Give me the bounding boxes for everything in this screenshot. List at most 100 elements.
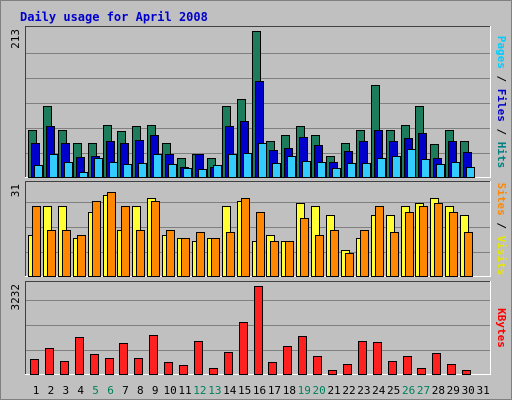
- bar-sites-day-19: [300, 218, 309, 277]
- bar-sites-day-23: [360, 230, 369, 277]
- bar-sites-day-24: [375, 206, 384, 277]
- bar-kbytes-day-3: [60, 361, 69, 375]
- day-label-7: 7: [122, 384, 129, 397]
- panel-hits-legend: Pages / Files / Hits: [495, 36, 508, 169]
- bar-pages-day-11: [183, 168, 192, 178]
- bar-kbytes-day-29: [447, 364, 456, 375]
- day-label-21: 21: [327, 384, 340, 397]
- day-label-15: 15: [238, 384, 251, 397]
- panel-visits: [25, 181, 491, 277]
- bar-pages-day-27: [421, 159, 430, 178]
- bar-kbytes-day-22: [343, 364, 352, 375]
- panel-visits-legend: Sites / Visits: [495, 183, 508, 276]
- panel-hits-max-label: 213: [9, 29, 22, 49]
- bar-pages-day-10: [168, 164, 177, 178]
- bar-kbytes-day-7: [119, 343, 128, 375]
- bar-sites-day-1: [32, 206, 41, 277]
- day-label-26: 26: [402, 384, 415, 397]
- bar-pages-day-19: [302, 161, 311, 178]
- bar-pages-day-6: [109, 162, 118, 178]
- bar-kbytes-day-13: [209, 368, 218, 375]
- bar-kbytes-day-28: [432, 353, 441, 375]
- bar-kbytes-day-1: [30, 359, 39, 375]
- bar-pages-day-12: [198, 169, 207, 178]
- bar-sites-day-3: [62, 230, 71, 277]
- bar-kbytes-day-20: [313, 356, 322, 375]
- legend-part: Hits: [495, 142, 508, 169]
- day-label-4: 4: [77, 384, 84, 397]
- bar-kbytes-day-25: [388, 361, 397, 375]
- bar-kbytes-day-23: [358, 341, 367, 375]
- bar-kbytes-day-9: [149, 335, 158, 375]
- bar-sites-day-26: [405, 212, 414, 277]
- day-label-20: 20: [313, 384, 326, 397]
- bar-pages-day-18: [287, 156, 296, 178]
- day-label-22: 22: [342, 384, 355, 397]
- bar-pages-day-16: [258, 143, 267, 178]
- bar-kbytes-day-26: [403, 356, 412, 375]
- day-label-1: 1: [33, 384, 40, 397]
- panel-kbytes-legend: KBytes: [495, 308, 508, 348]
- day-label-5: 5: [92, 384, 99, 397]
- bar-pages-day-13: [213, 165, 222, 178]
- bar-sites-day-11: [181, 238, 190, 277]
- bar-kbytes-day-27: [417, 368, 426, 375]
- bar-pages-day-1: [34, 165, 43, 178]
- bar-kbytes-day-11: [179, 365, 188, 375]
- bar-sites-day-2: [47, 230, 56, 277]
- day-label-10: 10: [164, 384, 177, 397]
- legend-part: Pages: [495, 36, 508, 69]
- bar-kbytes-day-17: [268, 362, 277, 375]
- bar-pages-day-26: [407, 149, 416, 178]
- bar-kbytes-day-6: [105, 358, 114, 375]
- day-label-16: 16: [253, 384, 266, 397]
- bar-kbytes-day-12: [194, 341, 203, 375]
- bar-sites-day-27: [419, 206, 428, 277]
- panel-hits: [25, 26, 491, 178]
- bar-pages-day-28: [436, 164, 445, 178]
- bar-sites-day-18: [285, 241, 294, 277]
- day-label-31: 31: [476, 384, 489, 397]
- day-label-27: 27: [417, 384, 430, 397]
- bar-sites-day-20: [315, 235, 324, 277]
- bar-pages-day-8: [138, 163, 147, 178]
- bar-kbytes-day-2: [45, 348, 54, 375]
- legend-part: Files: [495, 89, 508, 122]
- bar-sites-day-30: [464, 232, 473, 277]
- bar-sites-day-16: [256, 212, 265, 277]
- legend-part: /: [495, 216, 508, 236]
- day-label-2: 2: [48, 384, 55, 397]
- panel-visits-max-label: 31: [9, 184, 22, 197]
- day-label-23: 23: [357, 384, 370, 397]
- bar-sites-day-7: [121, 206, 130, 277]
- bar-kbytes-day-5: [90, 354, 99, 375]
- bar-sites-day-29: [449, 212, 458, 277]
- bar-sites-day-10: [166, 230, 175, 277]
- day-label-30: 30: [462, 384, 475, 397]
- bar-sites-day-21: [330, 230, 339, 277]
- bar-pages-day-9: [153, 154, 162, 178]
- bar-sites-day-4: [77, 235, 86, 277]
- bar-pages-day-22: [347, 163, 356, 178]
- bar-kbytes-day-10: [164, 362, 173, 375]
- bar-pages-day-4: [79, 172, 88, 178]
- day-label-14: 14: [223, 384, 237, 397]
- day-label-9: 9: [152, 384, 159, 397]
- day-label-3: 3: [62, 384, 69, 397]
- legend-part: /: [495, 122, 508, 142]
- panel-kbytes: [25, 281, 491, 375]
- bar-pages-day-15: [243, 153, 252, 178]
- day-label-13: 13: [208, 384, 221, 397]
- day-label-29: 29: [447, 384, 460, 397]
- day-label-28: 28: [432, 384, 445, 397]
- bar-sites-day-14: [226, 232, 235, 277]
- day-label-12: 12: [193, 384, 206, 397]
- bar-kbytes-day-18: [283, 346, 292, 375]
- bar-pages-day-5: [94, 158, 103, 178]
- bar-kbytes-day-14: [224, 352, 233, 375]
- bar-pages-day-25: [392, 156, 401, 178]
- bar-sites-day-8: [136, 230, 145, 277]
- day-label-25: 25: [387, 384, 400, 397]
